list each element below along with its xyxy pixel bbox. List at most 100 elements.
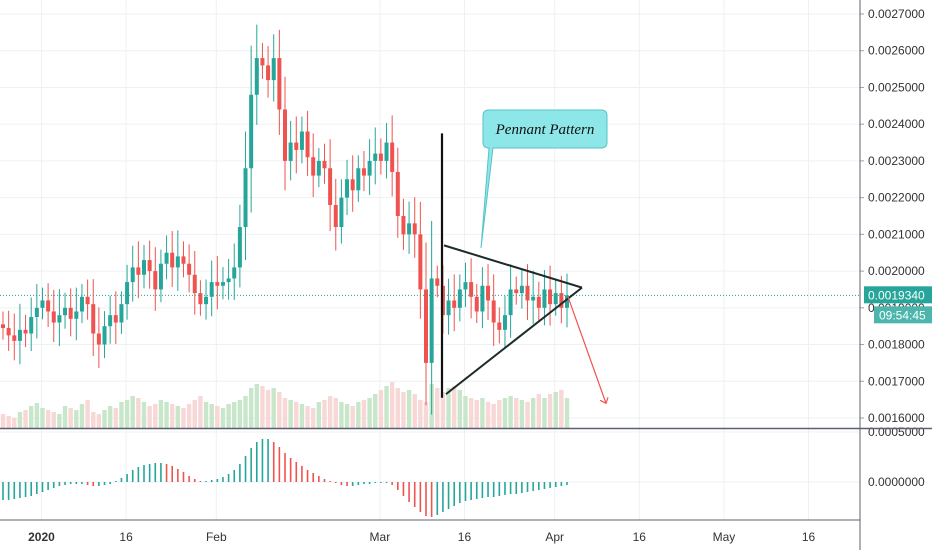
candle-body[interactable] <box>418 234 423 290</box>
candle-body[interactable] <box>350 179 355 191</box>
candle-body[interactable] <box>288 142 293 161</box>
candle-body[interactable] <box>486 285 491 301</box>
candle-body[interactable] <box>147 260 152 272</box>
candle-body[interactable] <box>373 153 378 161</box>
candle-body[interactable] <box>17 329 22 341</box>
candle-body[interactable] <box>102 326 107 345</box>
pattern-drawings[interactable] <box>0 133 860 405</box>
candle-body[interactable] <box>542 289 547 308</box>
candle-body[interactable] <box>502 315 507 330</box>
candle-body[interactable] <box>565 295 569 308</box>
candle-body[interactable] <box>29 317 34 334</box>
candle-body[interactable] <box>525 285 530 301</box>
candle-body[interactable] <box>339 197 344 228</box>
breakdown-arrowhead[interactable] <box>599 397 609 405</box>
candle-body[interactable] <box>536 296 541 308</box>
candle-body[interactable] <box>158 263 163 290</box>
candle-body[interactable] <box>514 289 519 294</box>
candle-body[interactable] <box>531 296 536 301</box>
candle-body[interactable] <box>435 278 440 286</box>
candle-body[interactable] <box>299 131 304 150</box>
candle-body[interactable] <box>119 304 124 323</box>
callout-bubble[interactable] <box>480 109 608 249</box>
candle-body[interactable] <box>311 157 316 176</box>
candle-body[interactable] <box>345 179 350 198</box>
candle-body[interactable] <box>40 300 45 308</box>
candle-body[interactable] <box>412 223 417 235</box>
pennant-callout[interactable]: Pennant Pattern <box>480 109 608 249</box>
candle-body[interactable] <box>305 131 310 158</box>
pennant-lower-line[interactable] <box>445 286 583 395</box>
candle-body[interactable] <box>142 260 146 275</box>
candle-body[interactable] <box>283 109 287 161</box>
candle-body[interactable] <box>395 171 400 216</box>
candle-body[interactable] <box>68 307 73 319</box>
candle-body[interactable] <box>378 153 383 161</box>
candle-body[interactable] <box>226 278 231 283</box>
candle-body[interactable] <box>474 296 479 312</box>
candle-body[interactable] <box>316 160 321 176</box>
candle-body[interactable] <box>463 282 468 290</box>
candle-body[interactable] <box>175 256 180 268</box>
candle-body[interactable] <box>322 160 327 169</box>
candle-body[interactable] <box>328 168 333 205</box>
candle-body[interactable] <box>452 300 457 308</box>
candle-body[interactable] <box>6 328 11 336</box>
pennant-upper-line[interactable] <box>443 244 583 289</box>
candle-body[interactable] <box>407 223 412 235</box>
candle-body[interactable] <box>548 289 553 305</box>
breakdown-arrow-line[interactable] <box>567 296 607 404</box>
candle-body[interactable] <box>519 285 524 294</box>
candle-body[interactable] <box>469 282 474 297</box>
candle-body[interactable] <box>220 282 225 286</box>
candle-body[interactable] <box>508 289 513 316</box>
candle-body[interactable] <box>266 65 271 81</box>
candle-body[interactable] <box>333 204 338 228</box>
candle-body[interactable] <box>356 168 361 191</box>
candle-body[interactable] <box>198 293 203 305</box>
candle-body[interactable] <box>181 256 186 264</box>
candle-body[interactable] <box>457 289 462 308</box>
candle-body[interactable] <box>12 335 17 341</box>
candle-body[interactable] <box>164 252 169 264</box>
candle-body[interactable] <box>34 307 39 317</box>
candle-body[interactable] <box>424 289 428 363</box>
candle-body[interactable] <box>136 267 141 275</box>
candle-body[interactable] <box>113 315 118 323</box>
candle-body[interactable] <box>79 296 84 312</box>
candle-body[interactable] <box>153 271 158 290</box>
candle-body[interactable] <box>271 58 276 81</box>
candle-body[interactable] <box>1 324 5 329</box>
candlesticks[interactable] <box>1 24 569 415</box>
candle-body[interactable] <box>384 142 389 161</box>
candle-body[interactable] <box>260 58 265 66</box>
candle-body[interactable] <box>491 300 496 323</box>
candle-body[interactable] <box>243 168 248 228</box>
candle-body[interactable] <box>125 282 130 305</box>
candle-body[interactable] <box>232 267 237 279</box>
candle-body[interactable] <box>215 282 220 286</box>
candle-body[interactable] <box>209 282 214 297</box>
candle-body[interactable] <box>361 168 366 176</box>
candle-body[interactable] <box>51 311 56 323</box>
candle-body[interactable] <box>277 58 282 110</box>
candle-body[interactable] <box>192 274 197 294</box>
candle-body[interactable] <box>23 329 28 334</box>
candle-body[interactable] <box>204 296 209 305</box>
candle-body[interactable] <box>85 296 90 305</box>
candle-body[interactable] <box>63 307 68 316</box>
candle-body[interactable] <box>401 216 406 235</box>
candle-body[interactable] <box>57 315 62 323</box>
candle-body[interactable] <box>74 311 79 319</box>
candle-body[interactable] <box>130 267 135 283</box>
candle-body[interactable] <box>367 160 372 176</box>
candle-body[interactable] <box>553 293 558 305</box>
candle-body[interactable] <box>497 322 502 330</box>
candle-body[interactable] <box>446 300 451 316</box>
candle-body[interactable] <box>237 227 242 268</box>
candle-body[interactable] <box>559 293 564 308</box>
candle-body[interactable] <box>249 94 254 169</box>
candle-body[interactable] <box>187 263 192 275</box>
candle-body[interactable] <box>254 58 259 95</box>
